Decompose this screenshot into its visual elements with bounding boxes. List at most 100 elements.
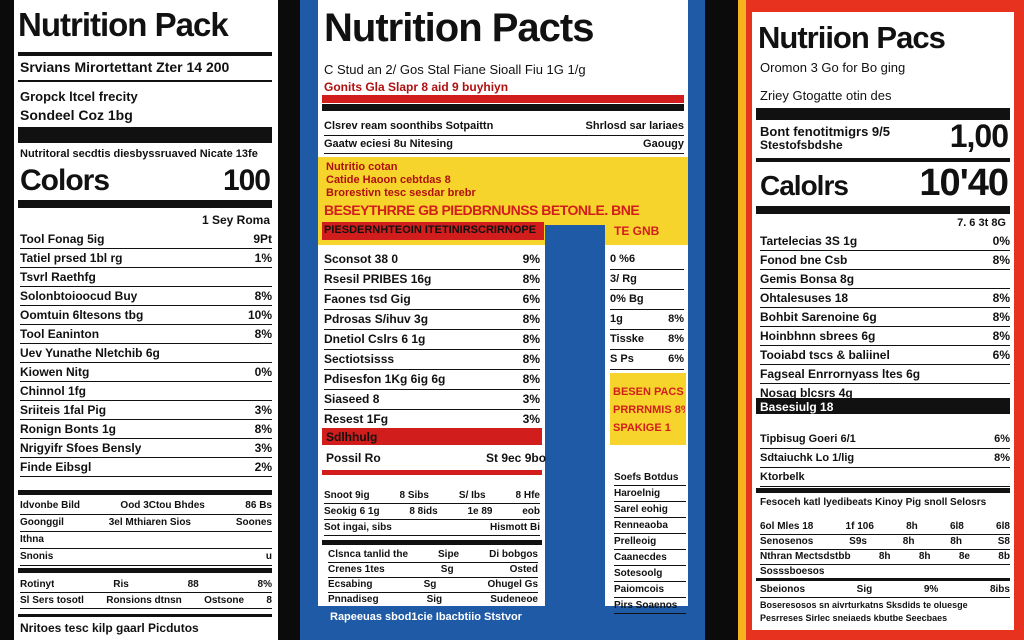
row: Soefs Botdus (614, 470, 686, 486)
serving: C Stud an 2/ Gos Stal Fiane Sioall Fiu 1… (324, 62, 586, 77)
blue-footer (318, 606, 688, 632)
cell: Renneaoba (614, 520, 668, 531)
cell: Tisske (610, 333, 645, 345)
sub: Zriey Gtogatte otin des (760, 88, 892, 103)
cell: 6% (994, 433, 1010, 445)
cell: Seokig 6 1g (324, 506, 380, 517)
cell: Ris (113, 579, 129, 590)
cell: S Ps (610, 353, 634, 365)
rows: Clsrev ream soonthibs Sotpaittn Shrlosd s… (324, 118, 684, 154)
row: Snonis u (20, 549, 272, 566)
cell: Faones tsd Gig (324, 292, 411, 306)
possil: St 9ec 9bo (486, 451, 547, 465)
cell: 8% (522, 312, 540, 326)
row: Clsrev ream soonthibs Sotpaittn Shrlosd s… (324, 118, 684, 136)
note: Fesoceh katl lyedibeats Kinoy Pig snoll … (760, 497, 987, 508)
banner: TE GNB (614, 224, 660, 238)
cell: Pdrosas S/ihuv 3g (324, 312, 429, 326)
amount: Bont fenotitmigrs 9/5 (760, 124, 891, 139)
row: Chinnol 1fg (20, 382, 272, 401)
cell: 8% (992, 253, 1010, 267)
cell: 9% (923, 584, 939, 595)
row: Tool Eaninton 8% (20, 325, 272, 344)
row: Hoinbhnn sbrees 6g 8% (760, 327, 1010, 346)
row: Sectiotsisss 8% (324, 350, 540, 370)
cell: eob (522, 506, 540, 517)
row: 6ol Mles 18 1f 106 8h 6l8 6l8 (760, 520, 1010, 535)
cell: S8 (997, 536, 1010, 547)
cell: 3% (522, 412, 540, 426)
cell: 8% (254, 422, 272, 436)
cell: Uev Yunathe Nletchib 6g (20, 346, 160, 360)
cell: Tool Fonag 5ig (20, 232, 105, 246)
cell: Hoinbhnn sbrees 6g (760, 329, 876, 343)
cell: 9% (522, 252, 540, 266)
cell: Chinnol 1fg (20, 384, 86, 398)
table: 6ol Mles 18 1f 106 8h 6l8 6l8 Senosenos S9s 8h 8… (760, 520, 1010, 580)
cell: Nthran Mectsdstbb (760, 551, 851, 562)
right-label: Nutriion Pacs Oromon 3 Go for Bo ging Zr… (752, 12, 1014, 630)
cell: 2% (254, 460, 272, 474)
row: Siaseed 8 3% (324, 390, 540, 410)
cell: Clsrev ream soonthibs Sotpaittn (324, 120, 494, 132)
table: Clsnca tanlid the Sipe Di bobgos Crenes 1te… (328, 548, 538, 608)
cell: Sosssboesos (760, 566, 825, 577)
row: Kiowen Nitg 0% (20, 363, 272, 382)
cell: 8h (878, 551, 891, 562)
row: Clsnca tanlid the Sipe Di bobgos (328, 548, 538, 563)
cell: 8 Hfe (515, 490, 540, 501)
row: Nrigyifr Sfoes Bensly 3% (20, 439, 272, 458)
cell: 8h (902, 536, 915, 547)
row: Seokig 6 1g 8 8ids 1e 89 eob (324, 504, 540, 520)
rows: Sconsot 38 0 9% Rsesil PRIBES 16g 8% Faones … (324, 250, 540, 430)
row: 1g 8% (610, 310, 684, 330)
calories: 100 (222, 164, 270, 197)
middle-label: Nutrition Pacts C Stud an 2/ Gos Stal Fi… (318, 0, 688, 632)
cell: Sig (856, 584, 873, 595)
rows: Tool Fonag 5ig 9Pt Tatiel prsed 1bl rg 1% Ts… (20, 230, 272, 477)
cell: 8 8ids (409, 506, 438, 517)
row: Paiomcois (614, 582, 686, 598)
row: Tooiabd tscs & baliinel 6% (760, 346, 1010, 365)
rule (756, 578, 1010, 581)
side-rows: Soefs Botdus Haroelnig Sarel eohig Renneaob… (614, 470, 686, 614)
rule (322, 104, 684, 111)
footer: Rapeeuas sbod1cie Ibacbtiio Ststvor (330, 611, 522, 623)
cell: 3el Mthiaren Sios (108, 517, 191, 528)
calories-label: Colors (20, 164, 110, 197)
cell: 6% (668, 353, 684, 365)
cell: Sg (423, 579, 437, 590)
cell: Finde Eibsgl (20, 460, 92, 474)
cell: 6l8 (996, 521, 1010, 532)
cell: 86 Bs (245, 500, 272, 511)
cell: Tooiabd tscs & baliinel (760, 348, 890, 362)
row: Senosenos S9s 8h 8h S8 (760, 535, 1010, 550)
sub: Sondeel Coz 1bg (20, 107, 133, 123)
red-row (322, 428, 542, 445)
cell: Oomtuin 6ltesons tbg (20, 308, 144, 322)
row: Goonggil 3el Mthiaren Sios Soones (20, 515, 272, 532)
amount-sub: Stestofsbdshe (760, 138, 843, 152)
cell: Sot ingai, sibs (324, 522, 392, 533)
rule (18, 52, 272, 56)
rule (756, 488, 1010, 493)
table: Snoot 9ig 8 Sibs S/ Ibs 8 Hfe Seokig 6 1g 8 8… (324, 488, 540, 536)
sub: Gropck ltcel frecity (20, 89, 138, 104)
row: Prelleoig (614, 534, 686, 550)
cell: 8 Sibs (399, 490, 429, 501)
cell: 8% (992, 329, 1010, 343)
row: Sbeionos Sig 9% 8ibs (760, 583, 1010, 598)
yellow-text: Catide Haoon cebtdas 8 (326, 174, 451, 186)
row: Haroelnig (614, 486, 686, 502)
cell: Paiomcois (614, 584, 665, 595)
cell: Prelleoig (614, 536, 657, 547)
cell: Sconsot 38 0 (324, 252, 399, 266)
table: Rotinyt Ris 88 8% Sl Sers tosotl Ronsions dtn… (20, 577, 272, 609)
row: Faones tsd Gig 6% (324, 290, 540, 310)
cell: Ood 3Ctou Bhdes (120, 500, 205, 511)
row: Tatiel prsed 1bl rg 1% (20, 249, 272, 268)
row: Snoot 9ig 8 Sibs S/ Ibs 8 Hfe (324, 488, 540, 504)
cell: Sarel eohig (614, 504, 668, 515)
cell: Di bobgos (489, 549, 538, 560)
cell: Gemis Bonsa 8g (760, 272, 855, 286)
